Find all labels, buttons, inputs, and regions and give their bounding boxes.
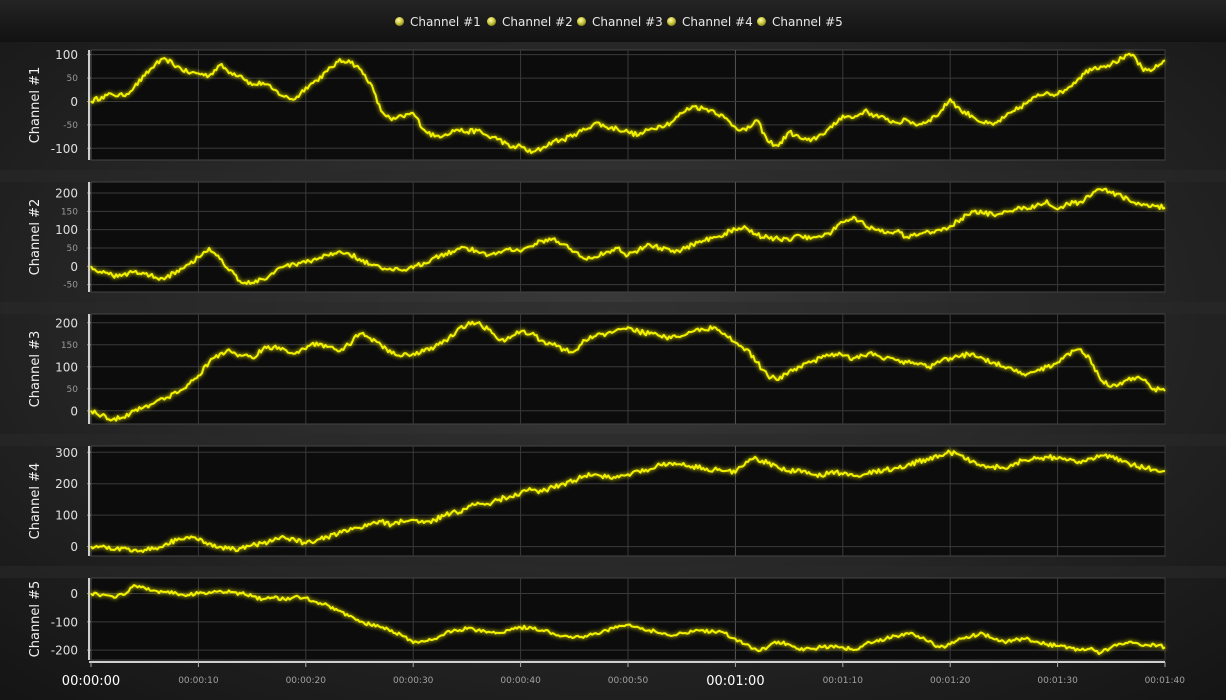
x-tick-label: 00:00:10	[178, 676, 219, 686]
legend-label: Channel #1	[410, 15, 481, 29]
panel-separator	[0, 302, 1226, 314]
y-tick-label: -50	[63, 121, 78, 131]
y-tick-label: 200	[55, 187, 78, 201]
y-tick-label: 150	[61, 341, 78, 351]
y-tick-label: 200	[55, 316, 78, 330]
legend-item: Channel #4	[667, 15, 753, 29]
x-tick-label: 00:01:30	[1037, 676, 1078, 686]
y-tick-label: 50	[67, 244, 79, 254]
legend-item: Channel #1	[395, 15, 481, 29]
panel-separator	[0, 566, 1226, 578]
legend-marker-icon	[757, 17, 766, 26]
y-tick-label: -100	[51, 615, 78, 629]
channel-panel: 100 50 0 -50 -100 Channel #1	[28, 48, 1166, 161]
y-tick-label: 100	[55, 223, 78, 237]
series-line	[90, 584, 1166, 655]
legend-marker-icon	[667, 17, 676, 26]
y-axis-title: Channel #2	[28, 199, 43, 276]
y-tick-label: -200	[51, 644, 78, 658]
y-tick-label: 100	[55, 48, 78, 62]
y-tick-label: 100	[55, 509, 78, 523]
x-tick-label: 00:01:20	[930, 676, 971, 686]
x-tick-label: 00:01:00	[706, 674, 764, 689]
x-tick-label: 00:00:50	[608, 676, 649, 686]
y-axis-title: Channel #5	[28, 581, 43, 658]
channel-panel: 300 200 100 0 Channel #4	[0, 434, 1226, 557]
x-tick-label: 00:00:20	[286, 676, 327, 686]
x-tick-label: 00:00:00	[62, 674, 120, 689]
y-axis-title: Channel #4	[28, 463, 43, 540]
x-tick-label: 00:00:40	[500, 676, 541, 686]
x-tick-label: 00:01:40	[1145, 676, 1186, 686]
y-axis-title: Channel #3	[28, 331, 43, 408]
y-tick-label: 0	[70, 587, 78, 601]
channel-panel: 200 150 100 50 0 -50 Channel #2	[0, 170, 1226, 293]
y-tick-label: 300	[55, 446, 78, 460]
y-axis-title: Channel #1	[28, 67, 43, 144]
panel-separator	[0, 170, 1226, 182]
x-axis: 00:00:00 00:00:10 00:00:20 00:00:30 00:00:40…	[62, 661, 1186, 689]
series-line	[90, 320, 1166, 422]
legend-label: Channel #2	[502, 15, 573, 29]
legend-label: Channel #3	[592, 15, 663, 29]
legend-item: Channel #5	[757, 15, 843, 29]
y-tick-label: -50	[63, 281, 78, 291]
legend-label: Channel #5	[772, 15, 843, 29]
y-tick-label: 0	[70, 404, 78, 418]
legend-marker-icon	[577, 17, 586, 26]
y-tick-label: 100	[55, 360, 78, 374]
y-tick-label: 150	[61, 207, 78, 217]
legend-item: Channel #3	[577, 15, 663, 29]
legend: Channel #1 Channel #2 Channel #3 Channel #4…	[395, 15, 843, 29]
legend-marker-icon	[487, 17, 496, 26]
x-tick-label: 00:01:10	[823, 676, 864, 686]
y-tick-label: 200	[55, 477, 78, 491]
y-tick-label: -100	[51, 142, 78, 156]
legend-marker-icon	[395, 17, 404, 26]
series-line	[90, 187, 1166, 285]
panels: 100 50 0 -50 -100 Channel #1 200 150 100 50 0 -50 Ch…	[0, 48, 1226, 661]
y-tick-label: 0	[70, 95, 78, 109]
panel-separator	[0, 434, 1226, 446]
y-tick-label: 0	[70, 260, 78, 274]
series-line	[90, 52, 1166, 154]
y-tick-label: 50	[67, 74, 79, 84]
y-tick-label: 50	[67, 385, 79, 395]
channel-panel: 200 150 100 50 0 Channel #3	[0, 302, 1226, 425]
legend-label: Channel #4	[682, 15, 753, 29]
legend-item: Channel #2	[487, 15, 573, 29]
series-line	[90, 449, 1165, 553]
x-tick-label: 00:00:30	[393, 676, 434, 686]
channel-panel: 0 -100 -200 Channel #5	[0, 566, 1226, 661]
y-tick-label: 0	[70, 540, 78, 554]
legend-bar	[0, 0, 1226, 42]
